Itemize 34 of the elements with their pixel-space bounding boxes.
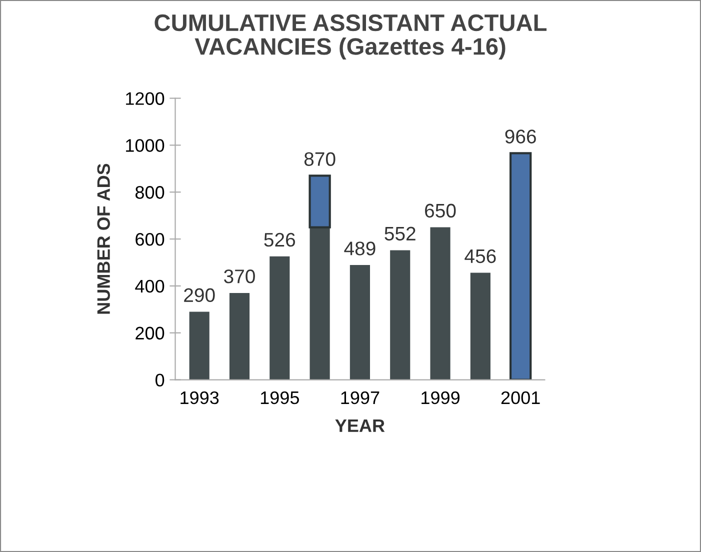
y-tick-label: 200 bbox=[136, 326, 164, 340]
chart-title: CUMULATIVE ASSISTANT ACTUAL VACANCIES (Gazettes 4-16) bbox=[154, 14, 547, 60]
total-label: 552 bbox=[384, 226, 416, 241]
total-label: 526 bbox=[264, 232, 296, 247]
total-label: 489 bbox=[344, 242, 376, 256]
bar bbox=[390, 250, 410, 380]
bar bbox=[189, 312, 210, 380]
x-tick-label: 1993 bbox=[180, 391, 219, 404]
total-label: 456 bbox=[464, 249, 496, 264]
y-tick-label: 0 bbox=[156, 374, 164, 386]
y-tick-label: 400 bbox=[135, 280, 164, 293]
y-tick-label: 1000 bbox=[126, 139, 164, 152]
x-tick-label: 1995 bbox=[260, 391, 299, 404]
y-axis-title: NUMBER OF ADS bbox=[97, 164, 110, 314]
total-label: 650 bbox=[425, 204, 456, 218]
y-tick-label: 1200 bbox=[126, 92, 164, 105]
x-tick-label: 1997 bbox=[341, 391, 380, 404]
bar bbox=[310, 227, 330, 380]
bar bbox=[430, 227, 450, 380]
bar bbox=[229, 292, 250, 380]
y-tick-label: 800 bbox=[135, 186, 164, 199]
total-label: 966 bbox=[505, 130, 536, 144]
total-label: 370 bbox=[224, 269, 255, 284]
bar bbox=[470, 272, 490, 380]
total-label: 290 bbox=[184, 288, 215, 302]
x-axis-title: YEAR bbox=[335, 419, 385, 432]
bar bbox=[308, 174, 331, 228]
bar bbox=[510, 152, 532, 380]
x-tick-label: 1999 bbox=[422, 391, 460, 404]
total-label: 870 bbox=[304, 152, 336, 166]
x-tick-label: 2001 bbox=[501, 391, 540, 404]
bar bbox=[350, 265, 370, 380]
y-tick-label: 600 bbox=[136, 232, 164, 246]
bar bbox=[270, 256, 290, 380]
